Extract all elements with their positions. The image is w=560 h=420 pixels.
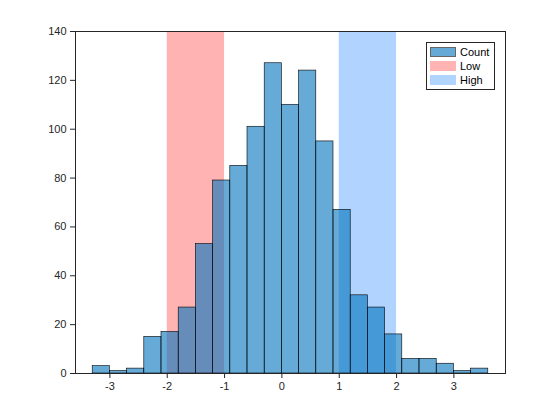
html-text:Low: Low [460,60,481,72]
svg-text:2: 2 [394,380,400,392]
svg-text:80: 80 [54,172,66,184]
html-text:Count: Count [460,46,490,58]
svg-text:-3: -3 [105,380,115,392]
svg-text:-1: -1 [220,380,230,392]
svg-text:60: 60 [54,220,66,232]
svg-text:100: 100 [48,123,66,135]
svg-text:3: 3 [451,380,457,392]
svg-text:1: 1 [336,380,342,392]
svg-text:0: 0 [60,367,66,379]
svg-text:20: 20 [54,318,66,330]
html-text:High: High [460,74,483,86]
svg-text:-2: -2 [162,380,172,392]
svg-text:120: 120 [48,74,66,86]
svg-text:40: 40 [54,269,66,281]
svg-text:0: 0 [279,380,285,392]
svg-text:140: 140 [48,25,66,37]
